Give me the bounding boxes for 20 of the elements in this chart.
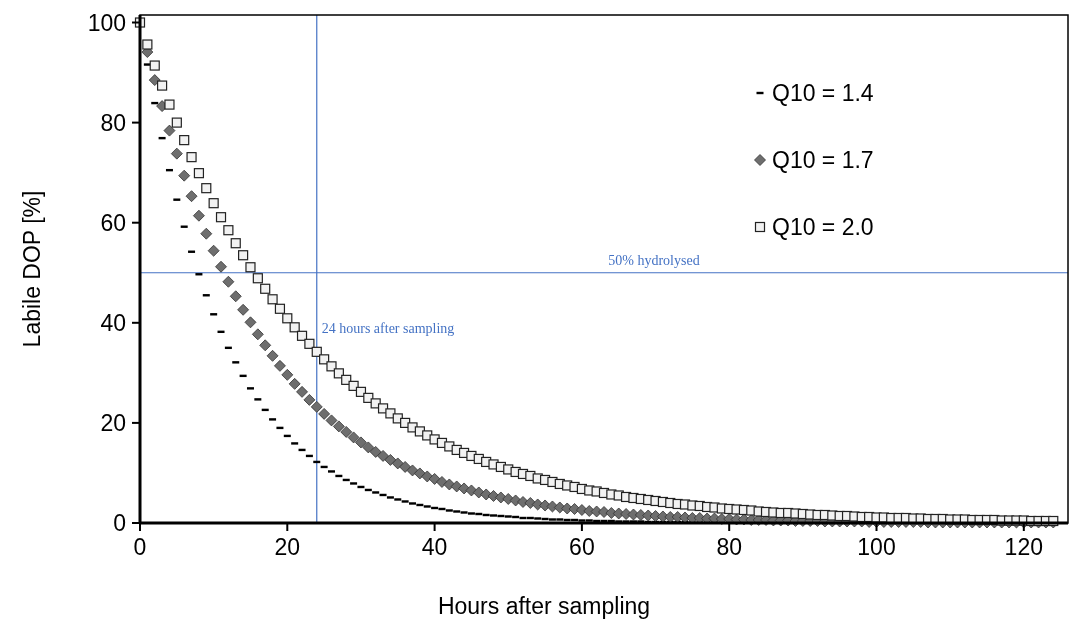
x-tick-label: 80 — [716, 534, 742, 560]
x-tick-label: 120 — [1004, 534, 1043, 560]
x-tick-label: 60 — [569, 534, 595, 560]
legend-label: Q10 = 2.0 — [772, 214, 874, 240]
legend-label: Q10 = 1.4 — [772, 80, 874, 106]
y-tick-label: 0 — [113, 510, 126, 536]
y-tick-label: 40 — [100, 309, 126, 336]
x-tick-label: 100 — [857, 534, 896, 560]
ref-line-label: 50% hydrolysed — [608, 252, 700, 268]
y-tick-label: 20 — [100, 409, 126, 436]
y-tick-label: 100 — [87, 9, 126, 36]
x-tick-label: 20 — [274, 534, 301, 560]
x-tick-label: 0 — [133, 534, 147, 560]
y-tick-label: 60 — [100, 209, 126, 236]
y-tick-label: 80 — [100, 109, 126, 136]
x-tick-label: 40 — [421, 534, 448, 560]
y-axis-title: Labile DOP [%] — [19, 190, 45, 348]
ref-line-label: 24 hours after sampling — [321, 320, 455, 336]
legend-label: Q10 = 1.7 — [772, 147, 874, 173]
x-axis-title: Hours after sampling — [437, 593, 651, 619]
